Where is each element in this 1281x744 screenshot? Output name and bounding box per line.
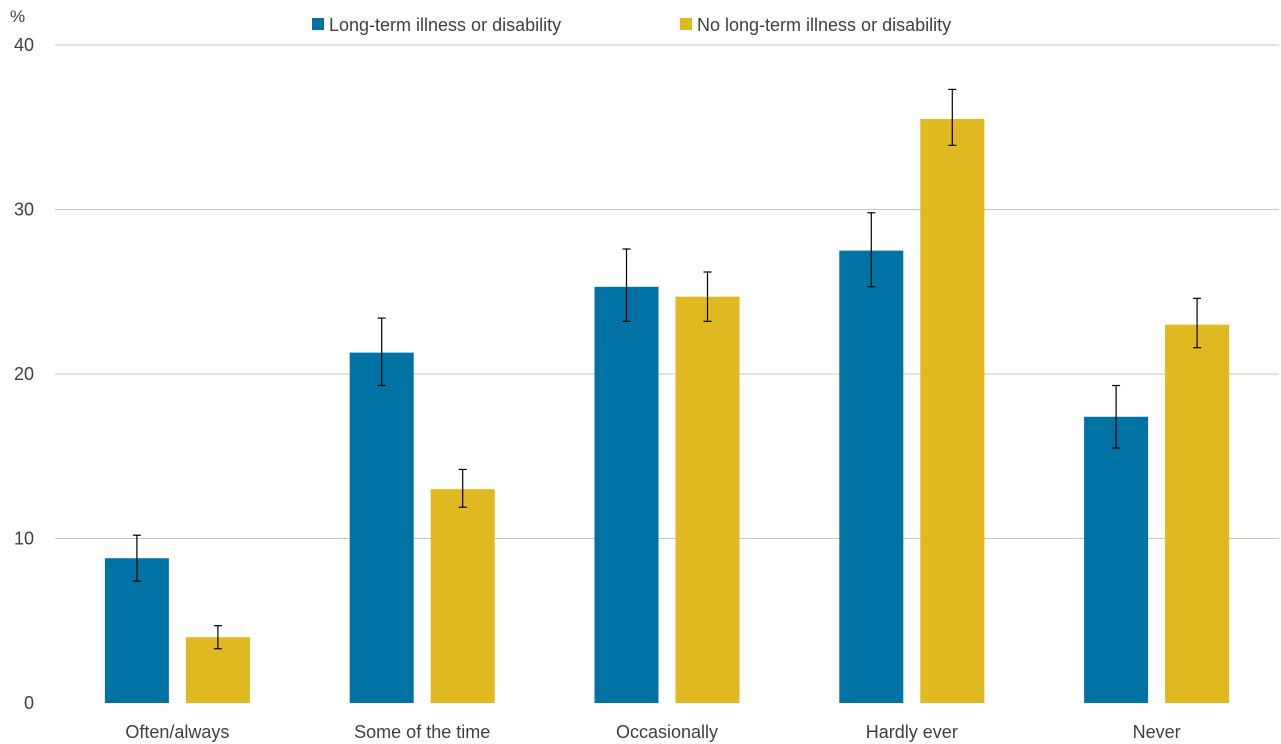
error-bar [377,317,386,387]
error-bar [1193,297,1202,349]
y-axis-ticks: 0 10 20 30 40 [14,35,34,713]
error-bar [458,468,467,508]
bar-illness [594,286,659,703]
x-category-label: Hardly ever [866,722,958,742]
y-tick-label: 10 [14,529,34,549]
bar-illness [349,352,414,703]
x-axis-categories: Often/always Some of the time Occasionally… [125,722,1180,742]
y-tick-label: 0 [24,693,34,713]
legend-swatch [312,18,324,30]
legend-entry-label: Long-term illness or disability [329,15,561,35]
y-tick-label: 40 [14,35,34,55]
error-bar [622,248,631,322]
bar-no-illness [1165,324,1230,703]
legend-entry-label: No long-term illness or disability [697,15,951,35]
legend: Long-term illness or disability No long-t… [312,15,951,35]
bar-illness [104,558,169,703]
x-category-label: Occasionally [616,722,718,742]
gridlines [55,44,1279,539]
error-bar [213,625,222,650]
y-tick-label: 30 [14,200,34,220]
bar-no-illness [675,296,740,703]
error-bar [867,212,876,288]
error-bar [948,88,957,146]
error-bars [132,88,1202,650]
bar-illness [1084,416,1149,703]
bar-no-illness [430,489,495,703]
x-category-label: Never [1133,722,1181,742]
legend-swatch [680,18,692,30]
bar-illness [839,250,904,703]
y-axis-unit-label: % [10,7,25,26]
error-bar [132,534,141,582]
error-bar [703,271,712,322]
error-bar [1112,384,1121,449]
x-category-label: Some of the time [354,722,490,742]
y-tick-label: 20 [14,364,34,384]
x-category-label: Often/always [125,722,229,742]
bar-no-illness [920,119,985,703]
bars [104,119,1230,703]
